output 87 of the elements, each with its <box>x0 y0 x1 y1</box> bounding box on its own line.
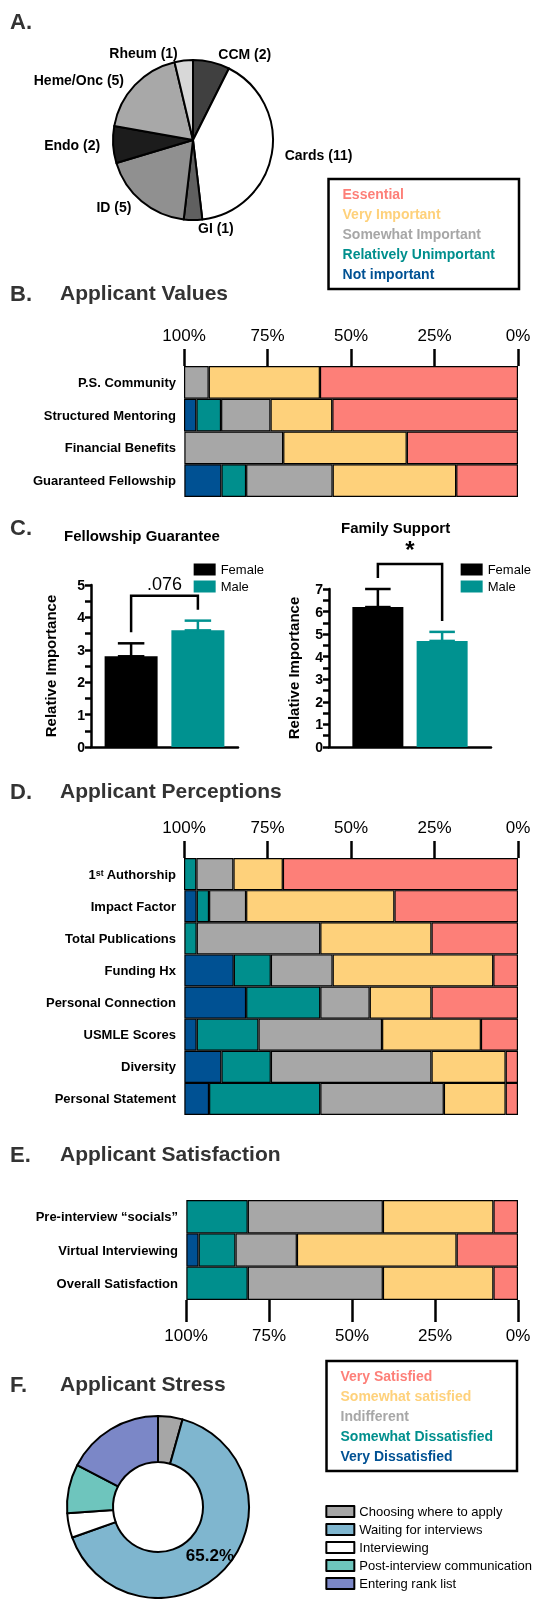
slice-label: Endo (2) <box>44 137 101 154</box>
text: Indifferent <box>340 1408 410 1424</box>
chart-title: Fellowship Guarantee <box>64 527 220 544</box>
slice-label: CCM (2) <box>218 46 272 63</box>
y-tick-label: 1 <box>315 716 324 733</box>
y-tick-label: 7 <box>315 581 324 597</box>
y-axis-title: Relative Importance <box>285 596 302 740</box>
y-tick-label: 5 <box>315 626 324 643</box>
y-tick-label: P.S. Community <box>77 374 177 390</box>
x-tick-label: 50% <box>334 1326 370 1345</box>
y-tick-label: 0 <box>77 739 86 755</box>
x-tick-label: 100% <box>164 1326 208 1345</box>
y-tick-label: Pre-interview “socials” <box>35 1209 178 1225</box>
text: A. <box>10 8 32 34</box>
y-tick-label: Funding Hx <box>104 962 177 978</box>
data-label: 65.2% <box>185 1545 235 1565</box>
y-tick-label: USMLE Scores <box>83 1027 176 1043</box>
slice-label: GI (1) <box>198 220 234 236</box>
y-tick-label: 0 <box>315 739 324 755</box>
slice-label: Heme/Onc (5) <box>33 71 124 88</box>
legend-label: Male <box>220 579 249 594</box>
slice-label: Cards (11) <box>284 147 353 164</box>
y-tick-label: Virtual Interviewing <box>58 1242 179 1258</box>
legend-label: Entering rank list <box>359 1576 457 1591</box>
chart-title: Applicant Satisfaction <box>60 1142 281 1165</box>
legend-label: Female <box>487 562 532 577</box>
text: Somewhat Dissatisfied <box>340 1428 494 1444</box>
x-tick-label: 0% <box>505 1326 531 1345</box>
slice-label: Rheum (1) <box>109 44 178 61</box>
legend-label: Choosing where to apply <box>359 1504 503 1519</box>
y-tick-label: 1 <box>77 706 86 723</box>
y-tick-label: Guaranteed Fellowship <box>32 473 177 489</box>
text: Not important <box>342 266 435 282</box>
x-tick-label: 25% <box>417 326 452 345</box>
y-tick-label: 1ˢᵗ Authorship <box>88 866 177 882</box>
text: Very Dissatisfied <box>340 1448 453 1464</box>
text: Essential <box>342 186 405 202</box>
x-tick-label: 50% <box>333 818 369 837</box>
chart-title: Applicant Perceptions <box>60 779 282 802</box>
slice-label: ID (5) <box>96 199 132 216</box>
y-tick-label: 3 <box>315 671 324 688</box>
y-tick-label: 4 <box>315 648 324 665</box>
legend-label: Female <box>220 562 265 577</box>
x-tick-label: 100% <box>162 818 206 837</box>
legend-label: Post-interview communication <box>359 1558 533 1573</box>
y-tick-label: 4 <box>77 609 86 626</box>
x-tick-label: 25% <box>417 818 452 837</box>
text: B. <box>10 280 32 306</box>
y-tick-label: Diversity <box>121 1059 177 1075</box>
y-tick-label: 5 <box>77 577 86 593</box>
text: F. <box>10 1371 28 1397</box>
x-tick-label: 0% <box>505 326 531 345</box>
x-tick-label: 50% <box>333 326 369 345</box>
x-tick-label: 75% <box>250 326 285 345</box>
y-tick-label: Overall Satisfaction <box>56 1275 179 1291</box>
text: * <box>405 535 416 563</box>
y-tick-label: 3 <box>77 641 86 658</box>
y-tick-label: 2 <box>77 674 86 691</box>
text: Relatively Unimportant <box>342 246 496 262</box>
x-tick-label: 25% <box>417 1326 453 1345</box>
y-tick-label: Personal Connection <box>45 995 177 1011</box>
x-tick-label: 75% <box>250 818 285 837</box>
y-tick-label: Financial Benefits <box>64 440 176 456</box>
chart-title: Applicant Stress <box>60 1372 226 1395</box>
y-tick-label: Personal Statement <box>54 1091 177 1107</box>
y-axis-title: Relative Importance <box>42 594 59 738</box>
y-tick-label: Total Publications <box>65 930 176 946</box>
y-tick-label: Structured Mentoring <box>43 407 177 423</box>
chart-title: Family Support <box>341 519 451 536</box>
x-tick-label: 100% <box>162 326 206 345</box>
legend-label: Interviewing <box>359 1540 429 1555</box>
y-tick-label: 6 <box>315 603 324 620</box>
legend-label: Waiting for interviews <box>359 1522 483 1537</box>
text: Very Important <box>342 206 441 222</box>
annotation: .076 <box>146 573 183 594</box>
y-tick-label: 2 <box>315 693 324 710</box>
text: Somewhat satisfied <box>340 1388 472 1404</box>
text: E. <box>10 1141 31 1167</box>
chart-title: Applicant Values <box>60 281 229 304</box>
text: Very Satisfied <box>340 1368 433 1384</box>
legend-label: Male <box>487 579 516 594</box>
x-tick-label: 75% <box>251 1326 287 1345</box>
text: Somewhat Important <box>342 226 482 242</box>
text: D. <box>10 778 32 804</box>
x-tick-label: 0% <box>505 818 531 837</box>
y-tick-label: Impact Factor <box>90 898 176 914</box>
text: C. <box>10 514 32 540</box>
